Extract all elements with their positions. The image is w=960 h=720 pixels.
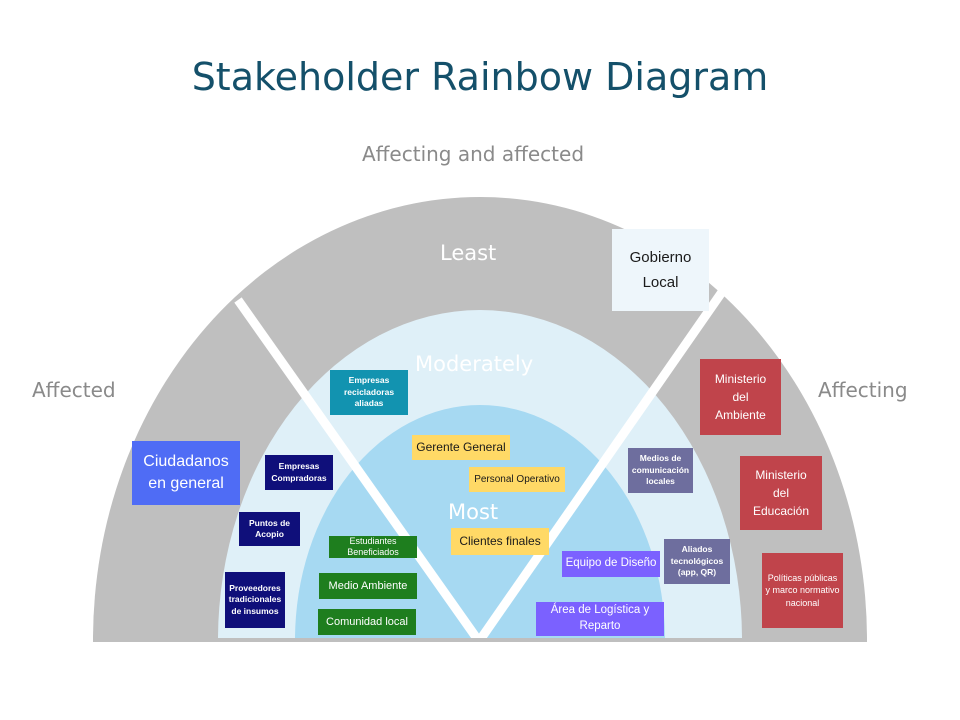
- box-medio-ambiente: Medio Ambiente: [319, 573, 417, 599]
- box-proveedores-tradicionales: Proveedores tradicionales de insumos: [225, 572, 285, 628]
- base-strip: [93, 638, 867, 642]
- box-empresas-compradoras: Empresas Compradoras: [265, 455, 333, 490]
- box-gobierno-local: Gobierno Local: [612, 229, 709, 311]
- box-logistica: Área de Logística y Reparto: [536, 602, 664, 636]
- box-equipo-diseno: Equipo de Diseño: [562, 551, 660, 577]
- box-gerente-general: Gerente General: [412, 435, 510, 460]
- label-left: Affected: [32, 378, 116, 402]
- box-politicas-publicas: Políticas públicas y marco normativo nac…: [762, 553, 843, 628]
- box-ciudadanos: Ciudadanos en general: [132, 441, 240, 505]
- box-ministerio-ambiente: Ministerio del Ambiente: [700, 359, 781, 435]
- box-personal-operativo: Personal Operativo: [469, 467, 565, 492]
- page-title: Stakeholder Rainbow Diagram: [191, 55, 769, 99]
- box-aliados-tecnologicos: Aliados tecnológicos (app, QR): [664, 539, 730, 584]
- label-top: Affecting and affected: [361, 142, 585, 166]
- box-medios-comunicacion: Medios de comunicación locales: [628, 448, 693, 493]
- box-empresas-recicladoras: Empresas recicladoras aliadas: [330, 370, 408, 415]
- box-comunidad-local: Comunidad local: [318, 609, 416, 635]
- box-ministerio-educacion: Ministerio del Educación: [740, 456, 822, 530]
- divider-right: [476, 289, 726, 643]
- box-clientes-finales: Clientes finales: [451, 528, 549, 555]
- box-puntos-acopio: Puntos de Acopio: [239, 512, 300, 546]
- ring-label-most: Most: [448, 500, 499, 524]
- ring-label-least: Least: [440, 241, 497, 265]
- ring-label-moderately: Moderately: [415, 352, 534, 376]
- divider-left: [234, 297, 482, 643]
- box-estudiantes: Estudiantes Beneficiados: [329, 536, 417, 558]
- label-right: Affecting: [818, 378, 908, 402]
